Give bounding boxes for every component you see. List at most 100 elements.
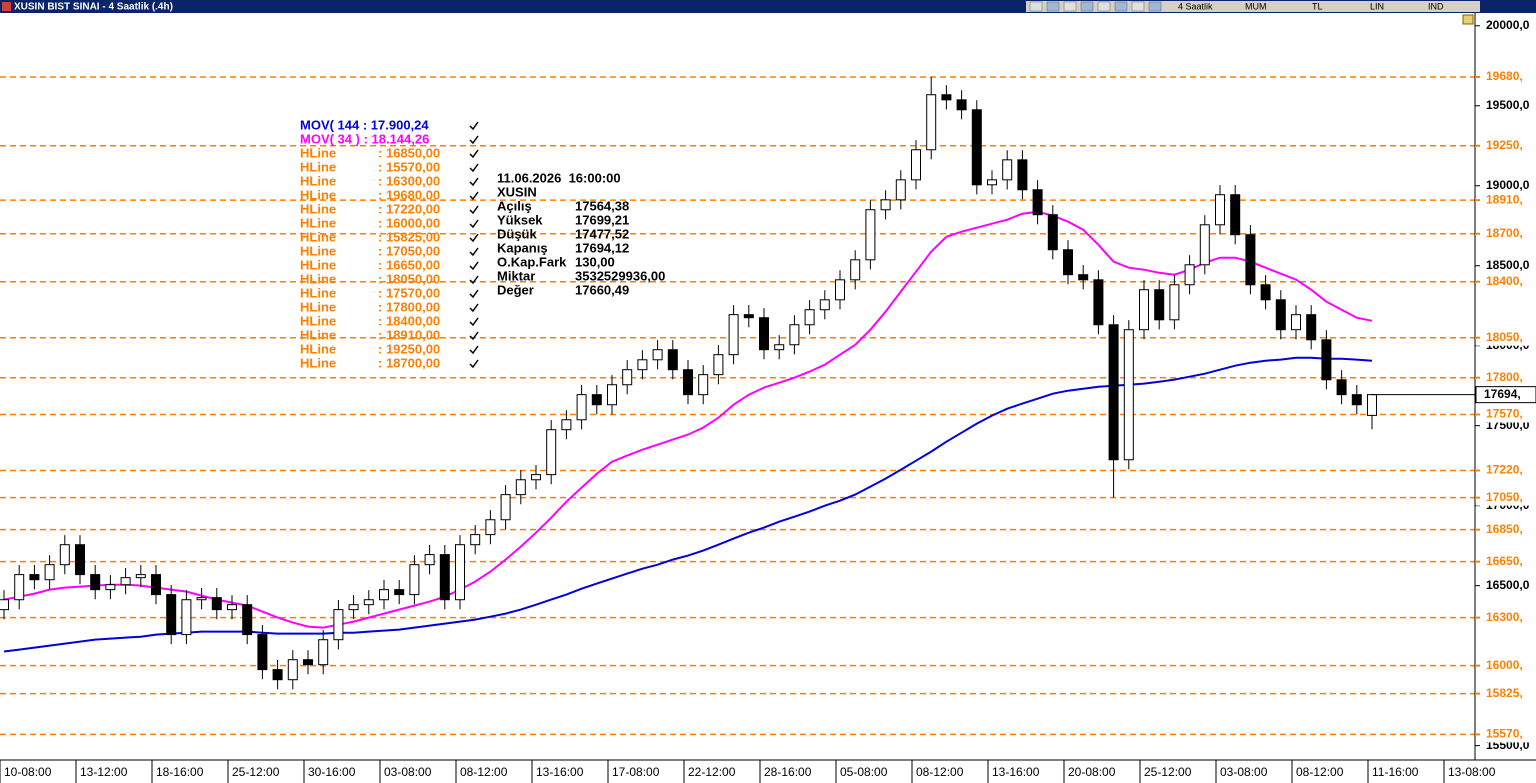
toolbar-icon[interactable] <box>1131 1 1145 12</box>
legend-entry[interactable]: HLine <box>300 271 336 286</box>
candle-body <box>1032 189 1043 216</box>
hline-axis-label: 19680, <box>1486 69 1523 83</box>
candle-body <box>1230 194 1241 236</box>
check-icon <box>469 345 479 355</box>
legend-entry[interactable]: HLine <box>300 229 336 244</box>
candle-body <box>14 574 25 601</box>
info-value: 17699,21 <box>575 212 629 227</box>
candle-body <box>0 599 9 611</box>
legend-value: : 15570,00 <box>378 159 440 174</box>
legend-entry[interactable]: HLine <box>300 145 336 160</box>
hline-axis-label: 17220, <box>1486 463 1523 477</box>
hline-label-box <box>1476 273 1536 290</box>
toolbar-button[interactable]: LIN <box>1370 1 1384 11</box>
candle-body <box>303 659 313 666</box>
toolbar-icon[interactable] <box>1029 1 1043 12</box>
legend-entry[interactable]: HLine <box>300 215 336 230</box>
legend-entry[interactable]: HLine <box>300 187 336 202</box>
info-datetime: 11.06.2026 16:00:00 <box>497 170 621 185</box>
candle-body <box>379 589 389 601</box>
candle-body <box>1123 329 1134 461</box>
hline-axis-label: 16850, <box>1486 522 1523 536</box>
hline-label-box <box>1476 489 1536 506</box>
toolbar-button[interactable]: IND <box>1428 1 1444 11</box>
candle-body <box>667 349 678 371</box>
candle-body <box>75 544 85 576</box>
check-icon <box>469 149 479 159</box>
toolbar-icon[interactable] <box>1080 1 1094 12</box>
candle-body <box>1306 314 1317 341</box>
toolbar-icon[interactable] <box>1148 1 1162 12</box>
candle-body <box>333 609 344 641</box>
toolbar-button[interactable]: TL <box>1312 1 1323 11</box>
legend-entry[interactable]: HLine <box>300 327 336 342</box>
check-icon <box>469 275 479 285</box>
candle-body <box>1169 284 1180 321</box>
check-icon <box>469 191 479 201</box>
toolbar-button[interactable]: MUM <box>1245 1 1267 11</box>
x-axis-panel <box>0 760 1536 783</box>
candle-body <box>363 599 374 606</box>
hline-label-box <box>1476 369 1536 386</box>
candle-body <box>1275 299 1286 331</box>
hline-axis-label: 18700, <box>1486 226 1523 240</box>
candle-body <box>850 259 861 281</box>
hline-axis-label: 16650, <box>1486 554 1523 568</box>
hline-label-box <box>1476 657 1536 674</box>
candle-body <box>926 94 937 151</box>
legend-entry[interactable]: HLine <box>300 173 336 188</box>
legend-entry[interactable]: HLine <box>300 285 336 300</box>
hline-label-box <box>1476 137 1536 154</box>
candle-body <box>546 429 557 476</box>
hline-label-box <box>1476 462 1536 479</box>
legend-entry[interactable]: HLine <box>300 299 336 314</box>
candle-body <box>1063 249 1073 276</box>
candle-body <box>728 314 739 356</box>
hline-label-box <box>1476 521 1536 538</box>
x-tick-label: 25-12:00 <box>232 765 280 779</box>
candle-body <box>713 354 724 376</box>
toolbar-icon[interactable] <box>1097 1 1111 12</box>
legend-value: : 17050,00 <box>378 243 440 258</box>
candle-body <box>835 279 845 301</box>
legend-entry[interactable]: HLine <box>300 159 336 174</box>
toolbar-icon[interactable] <box>1063 1 1077 12</box>
candle-body <box>804 309 815 326</box>
hline-label-box <box>1476 225 1536 242</box>
candle-body <box>470 534 481 546</box>
corner-icon[interactable] <box>1462 14 1474 25</box>
x-tick-label: 18-16:00 <box>156 765 204 779</box>
legend-entry[interactable]: HLine <box>300 257 336 272</box>
candle-body <box>652 349 663 361</box>
legend-value: : 17570,00 <box>378 285 440 300</box>
legend-entry[interactable]: MOV( 144 : 17.900,24 <box>300 117 429 132</box>
legend-entry[interactable]: HLine <box>300 201 336 216</box>
x-tick-label: 08-12:00 <box>916 765 964 779</box>
candle-body <box>759 317 769 351</box>
check-icon <box>469 331 479 341</box>
candle-body <box>211 597 222 611</box>
x-tick-label: 20-08:00 <box>1068 765 1116 779</box>
candle-body <box>637 359 648 371</box>
x-tick-label: 10-08:00 <box>4 765 52 779</box>
legend-entry[interactable]: HLine <box>300 313 336 328</box>
candle-body <box>865 209 876 261</box>
info-symbol: XUSIN <box>497 184 537 199</box>
candle-body <box>1321 339 1332 381</box>
toolbar-icon[interactable] <box>1046 1 1060 12</box>
x-tick-label: 25-12:00 <box>1144 765 1192 779</box>
info-value: 3532529936,00 <box>575 268 665 283</box>
legend-entry[interactable]: HLine <box>300 355 336 370</box>
hline-axis-label: 15825, <box>1486 686 1523 700</box>
info-label: Açılış <box>497 198 532 213</box>
info-label: Yüksek <box>497 212 543 227</box>
legend-entry[interactable]: MOV( 34 ) : 18.144,26 <box>300 131 429 146</box>
legend-entry[interactable]: HLine <box>300 243 336 258</box>
candle-body <box>774 344 785 351</box>
toolbar-icon[interactable] <box>1114 1 1128 12</box>
legend-entry[interactable]: HLine <box>300 341 336 356</box>
toolbar-button[interactable]: 4 Saatlik <box>1178 1 1213 11</box>
candle-body <box>1108 324 1119 461</box>
hline-axis-label: 17570, <box>1486 407 1523 421</box>
